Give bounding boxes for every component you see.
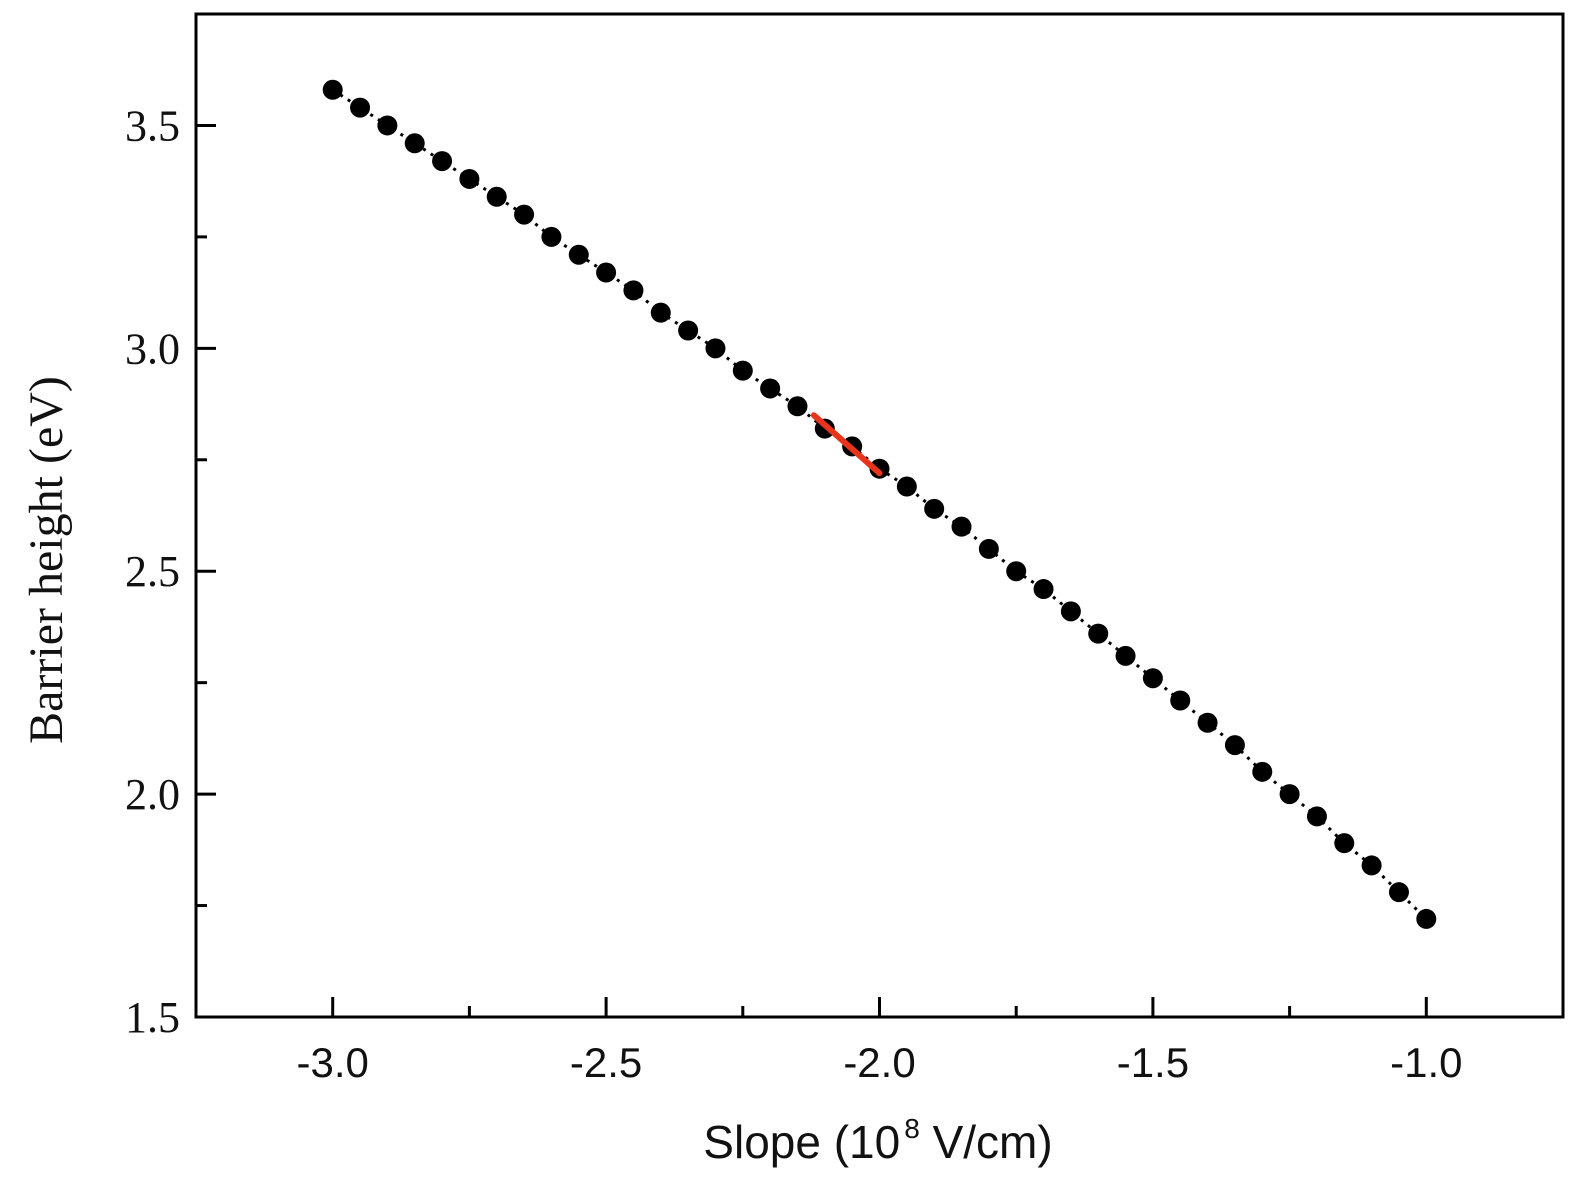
x-tick-label: -2.5: [570, 1039, 642, 1086]
x-axis-title: Slope (10 8 V/cm): [703, 1113, 1052, 1168]
data-point: [951, 516, 972, 537]
y-tick-label: 2.0: [125, 770, 180, 819]
plot-frame: [194, 12, 1565, 1019]
series-connector: [331, 88, 1428, 921]
x-tick-label: -2.0: [843, 1039, 915, 1086]
data-point: [896, 476, 917, 497]
data-point: [924, 498, 945, 519]
fit-line: [810, 412, 883, 477]
data-point: [350, 97, 371, 118]
data-point: [978, 538, 999, 559]
data-point: [1334, 833, 1355, 854]
data-point: [1006, 561, 1027, 582]
data-points: [322, 79, 1437, 929]
data-point: [1170, 690, 1191, 711]
y-tick-label: 3.5: [125, 101, 180, 150]
data-point: [1197, 712, 1218, 733]
y-axis-ticks: 1.5 2.0 2.5 3.0 3.5: [125, 101, 216, 1042]
data-point: [1115, 645, 1136, 666]
y-tick-label: 2.5: [125, 547, 180, 596]
data-point: [1142, 668, 1163, 689]
data-point: [459, 168, 480, 189]
x-axis-title-main: Slope (10: [703, 1116, 900, 1168]
data-point: [377, 115, 398, 136]
x-tick-label: -3.0: [297, 1039, 369, 1086]
data-point: [404, 133, 425, 154]
y-axis-title: Barrier height (eV): [20, 376, 73, 744]
data-point: [623, 280, 644, 301]
data-point: [1088, 623, 1109, 644]
data-point: [732, 360, 753, 381]
y-tick-label: 3.0: [125, 324, 180, 373]
data-point: [869, 458, 890, 479]
x-tick-label: -1.0: [1390, 1039, 1462, 1086]
data-point: [678, 320, 699, 341]
x-tick-label: -1.5: [1117, 1039, 1189, 1086]
y-tick-label: 1.5: [125, 993, 180, 1042]
x-axis-title-unit: V/cm): [920, 1116, 1053, 1168]
data-point: [322, 79, 343, 100]
data-point: [1224, 735, 1245, 756]
data-point: [1279, 784, 1300, 805]
data-point: [1361, 855, 1382, 876]
data-point: [432, 151, 453, 172]
x-axis-title-exponent: 8: [904, 1113, 920, 1144]
data-point: [568, 244, 589, 265]
data-point: [650, 302, 671, 323]
data-point: [1416, 908, 1437, 929]
data-point: [541, 226, 562, 247]
data-point: [1388, 882, 1409, 903]
fit-line-segment: [810, 412, 883, 477]
x-axis-ticks: -3.0 -2.5 -2.0 -1.5 -1.0: [297, 997, 1462, 1086]
data-point: [1306, 806, 1327, 827]
data-point: [787, 396, 808, 417]
data-point: [1033, 579, 1054, 600]
data-point: [705, 338, 726, 359]
data-point: [486, 186, 507, 207]
data-point: [1060, 601, 1081, 622]
data-point: [596, 262, 617, 283]
data-point: [514, 204, 535, 225]
data-point: [760, 378, 781, 399]
data-point: [1252, 761, 1273, 782]
